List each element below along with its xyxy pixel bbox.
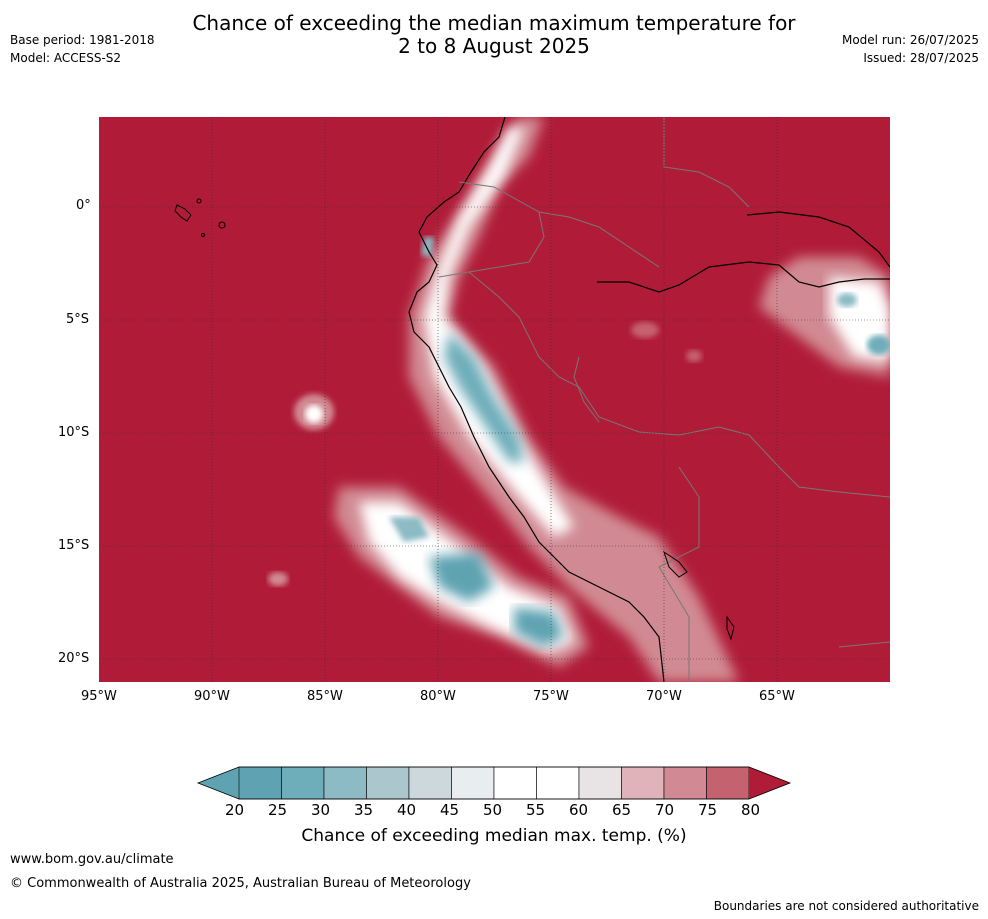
lat-label-0: 0° (76, 198, 91, 213)
lake-titicaca (663, 550, 735, 641)
colorbar-cell (621, 766, 665, 800)
colorbar-cell (323, 766, 367, 800)
colorbar-label-45: 45 (440, 801, 460, 819)
lon-label-65w: 65°W (759, 689, 795, 704)
issued-text: Issued: 28/07/2025 (863, 51, 979, 65)
amazon-anomaly-patch (631, 257, 890, 377)
colorbar-cell (663, 766, 707, 800)
galapagos-islands (174, 198, 226, 237)
lon-label-85w: 85°W (307, 689, 343, 704)
footer-url[interactable]: www.bom.gov.au/climate (10, 852, 174, 867)
footer-copyright: © Commonwealth of Australia 2025, Austra… (10, 876, 471, 891)
offshore-anomaly-band (268, 394, 589, 667)
country-borders (438, 117, 890, 682)
lon-label-95w: 95°W (81, 689, 117, 704)
base-period-text: Base period: 1981-2018 (10, 33, 155, 47)
colorbar-cell (451, 766, 495, 800)
colorbar-cell (578, 766, 622, 800)
lon-label-70w: 70°W (646, 689, 682, 704)
model-text: Model: ACCESS-S2 (10, 51, 122, 65)
colorbar-ticks: 20 25 30 35 40 45 50 55 60 65 70 75 80 (195, 801, 795, 821)
colorbar-cell (706, 766, 750, 800)
lon-label-75w: 75°W (533, 689, 569, 704)
colorbar-cell (281, 766, 325, 800)
amazon-river (597, 261, 890, 293)
colorbar-label-80: 80 (741, 801, 761, 819)
colorbar-label-20: 20 (225, 801, 245, 819)
coastline (408, 117, 665, 682)
graticule (99, 117, 890, 682)
model-run-text: Model run: 26/07/2025 (841, 33, 979, 47)
lat-label-10s: 10°S (58, 425, 90, 440)
title-line-1: Chance of exceeding the median maximum t… (192, 11, 796, 35)
amazon-upper (746, 211, 890, 268)
colorbar-cell (408, 766, 452, 800)
page-title: Chance of exceeding the median maximum t… (0, 12, 988, 58)
colorbar-cell (238, 766, 282, 800)
colorbar-label-35: 35 (354, 801, 374, 819)
colorbar (196, 766, 792, 800)
lat-label-5s: 5°S (66, 312, 90, 327)
colorbar-label-30: 30 (311, 801, 331, 819)
footer-disclaimer: Boundaries are not considered authoritat… (713, 899, 979, 913)
lat-label-15s: 15°S (58, 538, 90, 553)
colorbar-label-70: 70 (655, 801, 675, 819)
colorbar-over-arrow (749, 767, 790, 799)
colorbar-cell (366, 766, 410, 800)
colorbar-label-25: 25 (268, 801, 288, 819)
colorbar-label-65: 65 (612, 801, 632, 819)
colorbar-under-arrow (198, 767, 239, 799)
colorbar-label-60: 60 (569, 801, 589, 819)
meta-left: Base period: 1981-2018 Model: ACCESS-S2 (10, 31, 155, 67)
lat-label-20s: 20°S (58, 651, 90, 666)
colorbar-label-55: 55 (526, 801, 546, 819)
forecast-map (99, 117, 890, 682)
meta-right: Model run: 26/07/2025 Issued: 28/07/2025 (842, 31, 979, 67)
colorbar-cell (536, 766, 580, 800)
colorbar-label-50: 50 (483, 801, 503, 819)
colorbar-title: Chance of exceeding median max. temp. (%… (301, 826, 687, 846)
lon-label-90w: 90°W (194, 689, 230, 704)
lon-label-80w: 80°W (420, 689, 456, 704)
colorbar-label-75: 75 (698, 801, 718, 819)
title-line-2: 2 to 8 August 2025 (398, 34, 590, 58)
colorbar-cell (493, 766, 537, 800)
colorbar-label-40: 40 (397, 801, 417, 819)
